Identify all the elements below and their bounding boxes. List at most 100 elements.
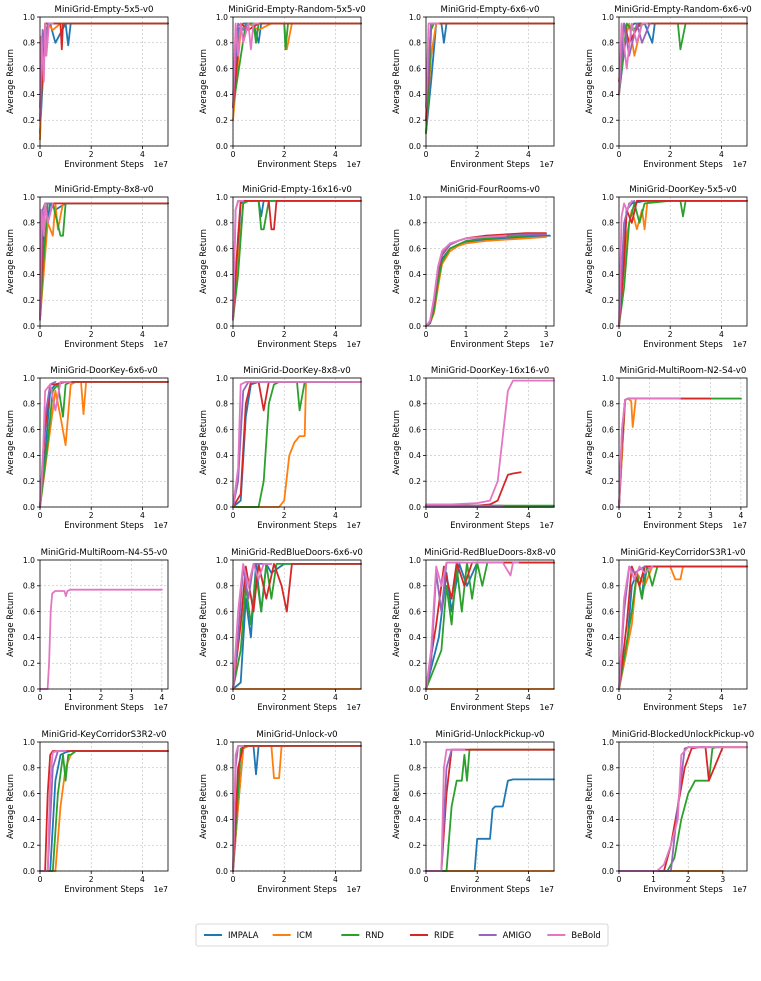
x-tick-label: 1: [651, 875, 656, 884]
y-tick-label: 0.6: [23, 64, 35, 73]
series-line-impala: [232, 199, 362, 321]
y-tick-label: 0.8: [216, 764, 228, 773]
x-tick-label: 0: [424, 150, 429, 159]
x-axis-label: Environment Steps: [450, 339, 530, 349]
x-tick-label: 4: [333, 511, 338, 520]
x-axis-label: Environment Steps: [64, 702, 144, 712]
y-tick-label: 0.0: [23, 503, 35, 512]
x-tick-label: 0: [617, 330, 622, 339]
y-tick-label: 0.6: [23, 244, 35, 253]
panel-minigrid-redbluedoors-8x8-v0: MiniGrid-RedBlueDoors-8x8-v0 0.0 0.2 0.4 0.6…: [391, 548, 556, 712]
y-tick-label: 0.4: [216, 90, 228, 99]
x-axis-exponent: 1e7: [347, 521, 362, 530]
y-tick-label: 1.0: [23, 13, 35, 22]
series-line-ride: [618, 199, 748, 327]
y-axis-label: Average Return: [5, 774, 15, 839]
y-tick-label: 0.0: [602, 867, 614, 876]
y-tick-label: 0.2: [409, 296, 421, 305]
x-axis-label: Environment Steps: [643, 520, 723, 530]
y-tick-label: 1.0: [23, 374, 35, 383]
x-axis-exponent: 1e7: [154, 885, 169, 894]
series-line-bebold: [232, 380, 362, 508]
legend-item-ride: RIDE: [410, 930, 454, 940]
axes-frame: [618, 741, 748, 872]
x-axis-exponent: 1e7: [540, 521, 555, 530]
y-axis-label: Average Return: [198, 592, 208, 657]
x-tick-label: 2: [89, 330, 94, 339]
y-tick-label: 1.0: [409, 738, 421, 747]
y-axis-label: Average Return: [198, 774, 208, 839]
series-line-ride: [232, 563, 362, 690]
y-tick-label: 0.8: [409, 582, 421, 591]
y-tick-label: 0.4: [409, 815, 421, 824]
y-tick-label: 0.8: [23, 764, 35, 773]
x-axis-exponent: 1e7: [540, 885, 555, 894]
x-axis-label: Environment Steps: [64, 520, 144, 530]
y-tick-label: 0.4: [216, 270, 228, 279]
y-tick-label: 0.0: [409, 322, 421, 331]
x-axis-label: Environment Steps: [643, 884, 723, 894]
x-axis-label: Environment Steps: [64, 339, 144, 349]
x-axis-exponent: 1e7: [347, 160, 362, 169]
x-tick-label: 0: [231, 511, 236, 520]
y-tick-label: 0.0: [216, 685, 228, 694]
series-line-bebold: [39, 202, 54, 321]
panel-title: MiniGrid-Empty-Random-6x6-v0: [614, 5, 752, 15]
y-axis-label: Average Return: [391, 49, 401, 114]
y-tick-label: 0.6: [216, 425, 228, 434]
x-tick-label: 0: [617, 875, 622, 884]
panel-minigrid-empty-random-5x5-v0: MiniGrid-Empty-Random-5x5-v0 0.0 0.2 0.4 0.6…: [198, 5, 366, 169]
legend-label-ride: RIDE: [434, 930, 454, 940]
x-tick-label: 3: [708, 511, 713, 520]
y-tick-label: 0.0: [409, 867, 421, 876]
legend-item-bebold: BeBold: [547, 930, 601, 940]
series-line-bebold: [618, 746, 748, 872]
panel-title: MiniGrid-DoorKey-6x6-v0: [50, 366, 157, 376]
series-line-bebold: [618, 199, 633, 327]
y-tick-label: 0.4: [409, 90, 421, 99]
y-tick-label: 1.0: [23, 738, 35, 747]
series-line-bebold: [39, 588, 163, 690]
y-tick-label: 0.0: [23, 867, 35, 876]
y-tick-label: 0.2: [23, 116, 35, 125]
y-axis-label: Average Return: [198, 49, 208, 114]
y-axis-label: Average Return: [198, 410, 208, 475]
y-tick-label: 0.2: [602, 477, 614, 486]
y-tick-label: 1.0: [216, 556, 228, 565]
series-line-bebold: [425, 561, 520, 690]
series-line-impala: [232, 563, 362, 690]
axes-frame: [425, 741, 555, 872]
y-tick-label: 0.8: [23, 219, 35, 228]
y-axis-label: Average Return: [5, 410, 15, 475]
panel-minigrid-doorkey-8x8-v0: MiniGrid-DoorKey-8x8-v0 0.0 0.2 0.4 0.6 0.8 1.…: [198, 366, 362, 530]
x-tick-label: 1: [464, 330, 469, 339]
y-tick-label: 0.6: [409, 64, 421, 73]
y-tick-label: 0.0: [216, 142, 228, 151]
x-tick-label: 0: [231, 330, 236, 339]
y-tick-label: 0.6: [409, 607, 421, 616]
series-line-ride: [232, 380, 362, 508]
series-line-bebold: [425, 234, 507, 327]
series-line-impala: [232, 380, 362, 508]
y-tick-label: 1.0: [409, 13, 421, 22]
series-line-icm: [232, 380, 311, 508]
panel-title: MiniGrid-DoorKey-5x5-v0: [629, 185, 736, 195]
y-tick-label: 0.2: [216, 659, 228, 668]
y-axis-label: Average Return: [5, 229, 15, 294]
x-tick-label: 4: [140, 150, 145, 159]
series-line-ride: [618, 565, 748, 690]
panel-title: MiniGrid-KeyCorridorS3R2-v0: [42, 730, 167, 740]
series-line-impala: [39, 22, 169, 135]
y-tick-label: 1.0: [216, 738, 228, 747]
y-tick-label: 0.8: [602, 400, 614, 409]
x-tick-label: 0: [617, 150, 622, 159]
series-line-impala: [425, 778, 555, 872]
panel-minigrid-empty-16x16-v0: MiniGrid-Empty-16x16-v0 0.0 0.2 0.4 0.6 0.8 1.…: [198, 185, 362, 349]
x-tick-label: 2: [686, 875, 691, 884]
x-axis-label: Environment Steps: [64, 159, 144, 169]
x-tick-label: 4: [719, 330, 724, 339]
axes-frame: [425, 377, 555, 508]
panel-minigrid-empty-8x8-v0: MiniGrid-Empty-8x8-v0 0.0 0.2 0.4 0.6 0.8 1.0 0…: [5, 185, 169, 349]
series-line-ride: [425, 471, 522, 507]
x-axis-exponent: 1e7: [154, 703, 169, 712]
